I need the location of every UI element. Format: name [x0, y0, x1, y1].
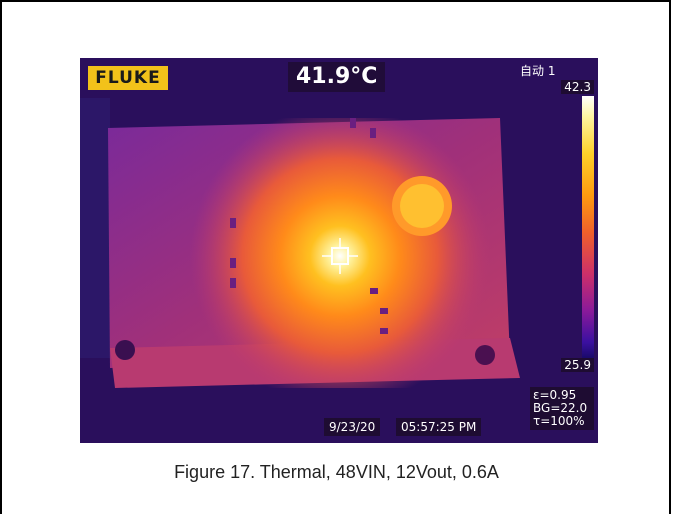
thermal-image: FLUKE 41.9°C 自动 1 42.3 25.9 ε=0.95 BG=22… [80, 58, 598, 443]
center-temperature: 41.9°C [288, 62, 386, 92]
thermal-scene [80, 58, 598, 443]
transmission: τ=100% [533, 414, 585, 428]
figure-caption: Figure 17. Thermal, 48VIN, 12Vout, 0.6A [174, 462, 499, 482]
color-scale-bar [582, 96, 594, 358]
scale-max: 42.3 [561, 80, 594, 94]
scale-min: 25.9 [561, 358, 594, 372]
capture-time: 05:57:25 PM [396, 418, 482, 436]
background-temp: BG=22.0 [533, 401, 588, 415]
capture-date: 9/23/20 [324, 418, 381, 436]
mode-label: 自动 1 [520, 64, 556, 78]
camera-parameters: ε=0.95 BG=22.0 τ=100% [530, 387, 594, 430]
emissivity: ε=0.95 [533, 388, 577, 402]
brand-logo: FLUKE [88, 66, 168, 90]
